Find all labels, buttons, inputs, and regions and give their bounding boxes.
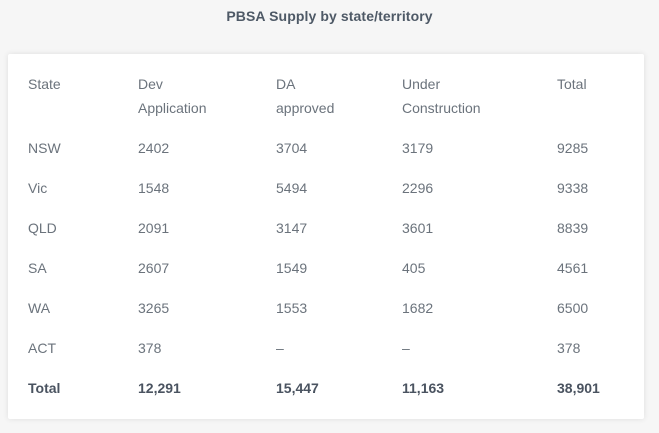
row-state: NSW: [28, 140, 61, 156]
total-dev-application: 12,291: [138, 380, 181, 396]
table-row: QLD 2091 3147 3601 8839: [8, 216, 644, 240]
row-under-construction: 405: [402, 260, 426, 276]
row-dev-application: 2607: [138, 260, 170, 276]
row-under-construction: 3179: [402, 140, 434, 156]
row-state: SA: [28, 260, 47, 276]
table-row: SA 2607 1549 405 4561: [8, 256, 644, 280]
row-state: Vic: [28, 180, 48, 196]
row-under-construction: 1682: [402, 300, 434, 316]
row-under-construction: 2296: [402, 180, 434, 196]
row-da-approved: 3147: [276, 220, 308, 236]
row-under-construction: –: [402, 340, 410, 356]
total-da-approved: 15,447: [276, 380, 319, 396]
row-total: 6500: [557, 300, 589, 316]
row-dev-application: 378: [138, 340, 162, 356]
row-state: WA: [28, 300, 51, 316]
row-da-approved: 3704: [276, 140, 308, 156]
row-total: 9338: [557, 180, 589, 196]
row-total: 8839: [557, 220, 589, 236]
header-total: Total: [557, 76, 587, 92]
total-under-construction: 11,163: [402, 380, 445, 396]
table-header-row: State Dev Application DA approved Under …: [8, 72, 644, 120]
row-state: QLD: [28, 220, 57, 236]
row-total: 378: [557, 340, 581, 356]
table-row: WA 3265 1553 1682 6500: [8, 296, 644, 320]
total-label: Total: [28, 380, 61, 396]
table-row: Vic 1548 5494 2296 9338: [8, 176, 644, 200]
total-total: 38,901: [557, 380, 600, 396]
header-dev-application: Dev Application: [138, 76, 207, 116]
row-da-approved: 1553: [276, 300, 308, 316]
row-total: 4561: [557, 260, 589, 276]
table-row: NSW 2402 3704 3179 9285: [8, 136, 644, 160]
row-da-approved: 5494: [276, 180, 308, 196]
table-title: PBSA Supply by state/territory: [226, 8, 433, 24]
row-under-construction: 3601: [402, 220, 434, 236]
header-state: State: [28, 76, 61, 92]
row-state: ACT: [28, 340, 56, 356]
pbsa-supply-table: State Dev Application DA approved Under …: [8, 54, 644, 419]
row-da-approved: –: [276, 340, 284, 356]
row-dev-application: 1548: [138, 180, 170, 196]
row-dev-application: 3265: [138, 300, 170, 316]
row-dev-application: 2091: [138, 220, 170, 236]
header-da-approved: DA approved: [276, 76, 335, 116]
table-total-row: Total 12,291 15,447 11,163 38,901: [8, 376, 644, 400]
header-under-construction: Under Construction: [402, 76, 481, 116]
table-row: ACT 378 – – 378: [8, 336, 644, 360]
row-da-approved: 1549: [276, 260, 308, 276]
row-dev-application: 2402: [138, 140, 170, 156]
row-total: 9285: [557, 140, 589, 156]
